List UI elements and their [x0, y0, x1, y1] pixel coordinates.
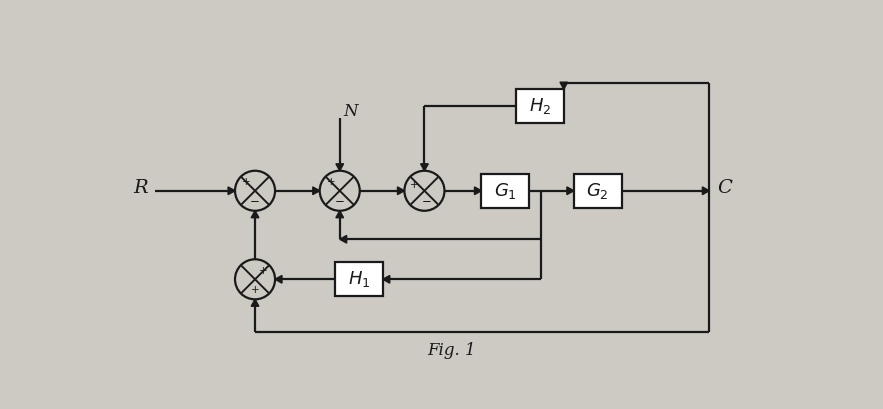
Polygon shape [228, 187, 235, 195]
Polygon shape [251, 299, 259, 306]
Bar [481, 174, 529, 208]
Text: Fig. 1: Fig. 1 [427, 342, 476, 359]
Text: +: + [251, 285, 260, 295]
Polygon shape [313, 187, 320, 195]
Text: +: + [242, 178, 251, 187]
Polygon shape [420, 164, 428, 171]
Text: +: + [410, 180, 419, 190]
Bar [516, 89, 564, 123]
Polygon shape [474, 187, 481, 195]
Polygon shape [340, 236, 347, 243]
Polygon shape [383, 275, 389, 283]
Polygon shape [336, 211, 343, 218]
Text: +: + [259, 266, 268, 276]
Text: +: + [327, 178, 336, 187]
Polygon shape [567, 187, 574, 195]
Text: −: − [421, 195, 432, 208]
Polygon shape [560, 82, 568, 89]
Polygon shape [336, 164, 343, 171]
Text: R: R [133, 179, 148, 197]
Text: $H_1$: $H_1$ [348, 269, 370, 289]
Text: C: C [717, 179, 732, 197]
Text: −: − [335, 195, 344, 208]
Polygon shape [397, 187, 404, 195]
Bar [336, 262, 383, 296]
Polygon shape [702, 187, 709, 195]
Polygon shape [251, 211, 259, 218]
Text: $H_2$: $H_2$ [529, 96, 551, 116]
Bar [574, 174, 622, 208]
Text: $G_1$: $G_1$ [494, 181, 517, 201]
Text: $G_2$: $G_2$ [586, 181, 609, 201]
Polygon shape [275, 275, 282, 283]
Text: N: N [343, 103, 358, 120]
Text: −: − [250, 195, 260, 208]
